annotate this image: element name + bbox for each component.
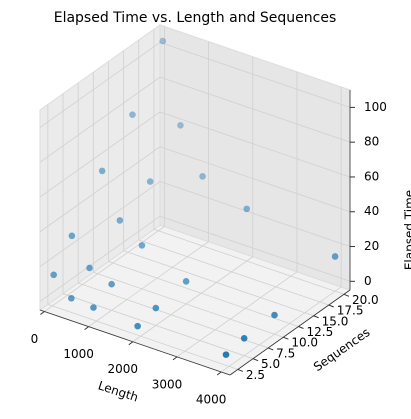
y-tick [267,347,274,351]
data-point [138,242,146,249]
grid-line [176,271,298,358]
data-point [222,351,230,358]
x-tick [172,356,178,361]
grid-line [39,215,161,302]
y-tick-label: 7.5 [276,346,295,360]
grid-line [123,250,314,317]
x-tick [128,341,134,346]
y-tick-label: 5.0 [261,357,280,371]
z-tick-label: 40 [364,204,379,218]
x-tick-label: 0 [31,332,39,346]
y-tick-label: 20.0 [352,293,379,307]
y-tick [283,336,289,340]
x-tick [216,371,222,376]
grid-line [47,304,239,370]
grid-line [159,215,351,282]
y-tick-label: 10.0 [291,336,318,350]
z-tick-label: 0 [364,274,372,288]
x-tick-label: 3000 [152,377,183,391]
data-point [86,264,93,272]
grid-line [138,239,329,306]
z-tick-label: 80 [364,135,379,149]
x-tick-label: 1000 [63,347,94,361]
x-tick-label: 2000 [108,362,139,376]
y-tick [328,304,334,308]
y-tick-label: 12.5 [306,325,333,339]
x-tick [84,326,89,331]
data-point [116,217,124,224]
data-point [146,178,154,185]
chart-title: Elapsed Time vs. Length and Sequences [54,10,337,26]
z-tick-label: 60 [364,169,379,183]
grid-line [159,42,351,108]
y-tick [343,293,350,297]
grid-line [108,261,299,327]
grid-line [44,226,165,312]
grid-line [159,181,351,247]
data-point [129,111,136,118]
axis-line [39,309,231,376]
data-point [182,278,190,285]
grid-line [39,111,161,198]
y-tick [237,368,244,372]
grid-line [159,76,351,143]
y-tick-label: 2.5 [246,368,265,382]
data-point [271,311,278,319]
data-point [243,205,251,213]
x-tick [40,311,45,315]
grid-line [159,146,351,213]
data-point [331,253,339,260]
data-point [134,322,141,330]
data-point [240,334,248,342]
z-tick-label: 100 [364,100,387,114]
y-tick-label: 17.5 [337,304,364,318]
grid-line [39,146,161,233]
data-point [199,173,206,180]
x-axis-label: Length [96,378,140,404]
data-point [68,294,75,302]
y-tick-label: 15.0 [322,314,349,328]
x-tick-label: 4000 [196,392,227,406]
grid-line [159,111,351,178]
data-point [50,271,57,279]
data-point [177,122,184,129]
grid-line [132,256,254,343]
z-tick-label: 20 [364,239,379,253]
y-tick [252,358,259,362]
grid-line [39,42,161,128]
z-axis-label: Elapsed Time [403,190,411,270]
data-point [98,167,106,175]
grid-line [220,286,342,373]
grid-line [153,228,345,295]
data-point [152,304,160,312]
data-point [90,304,97,311]
grid-line [39,181,161,267]
data-point [108,280,115,288]
axis-line [229,289,351,376]
y-tick [313,315,319,319]
grid-line [88,241,209,327]
grid-line [93,271,284,338]
y-tick [298,326,304,329]
grid-line [78,282,269,349]
grid-line [39,76,161,163]
data-point [68,232,76,240]
data-point [159,37,167,45]
